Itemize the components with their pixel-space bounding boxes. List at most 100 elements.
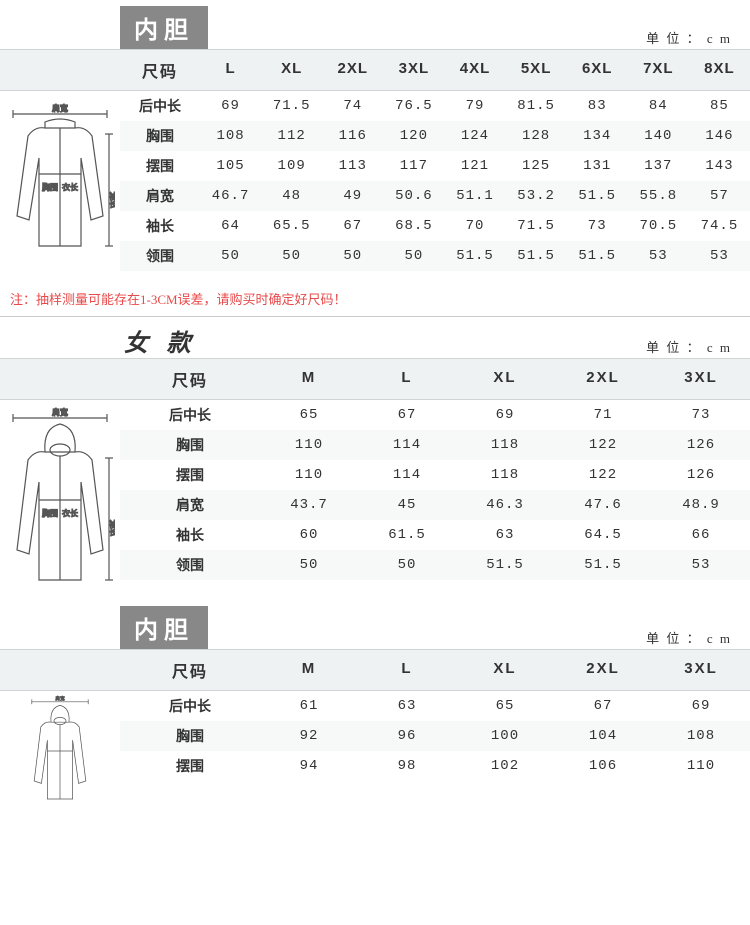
measure-value: 46.7 [200,188,261,204]
measure-value: 100 [456,728,554,744]
size-col: XL [261,54,322,86]
size-col: 3XL [652,654,750,686]
measure-value: 114 [358,437,456,453]
measure-value: 50 [260,557,358,573]
jacket-diagram-cell: 肩宽 胸围 衣长 袖长 [0,400,120,600]
unit-label: 单 位 ： c m [646,628,732,649]
measure-row: 胸围9296100104108 [120,721,750,751]
measure-value: 50 [383,248,444,264]
svg-text:衣长: 衣长 [62,182,78,192]
measure-value: 53 [689,248,750,264]
measure-value: 134 [567,128,628,144]
measure-block: 后中长6163656769胸围9296100104108摆围9498102106… [120,691,750,811]
measure-value: 106 [554,758,652,774]
measure-value: 124 [444,128,505,144]
measure-value: 126 [652,467,750,483]
measure-value: 61.5 [358,527,456,543]
measure-value: 51.5 [554,557,652,573]
title-bar: 内胆 单 位 ： c m [0,600,750,649]
size-col: L [200,54,261,86]
title-bar: 女 款 单 位 ： c m [0,317,750,358]
measure-value: 53 [628,248,689,264]
measure-value: 114 [358,467,456,483]
hooded-jacket-diagram-icon: 肩宽 [5,691,115,811]
measure-value: 69 [456,407,554,423]
measure-value: 53.2 [506,188,567,204]
measure-value: 50 [200,248,261,264]
measure-value: 67 [322,218,383,234]
title-bar: 内胆 单 位 ： c m [0,0,750,49]
size-header-label: 尺码 [120,363,260,395]
measure-value: 69 [200,98,261,114]
header-row: 尺码 M L XL 2XL 3XL [0,358,750,400]
measure-block: 后中长6567697173胸围110114118122126摆围11011411… [120,400,750,600]
measure-value: 74.5 [689,218,750,234]
measure-value: 117 [383,158,444,174]
unit-label: 单 位 ： c m [646,28,732,49]
measure-value: 122 [554,437,652,453]
measure-value: 69 [652,698,750,714]
measure-value: 53 [652,557,750,573]
section-title: 内胆 [120,606,208,649]
measure-value: 67 [554,698,652,714]
measure-row: 领围5050505051.551.551.55353 [120,241,750,271]
measure-value: 65 [260,407,358,423]
measure-value: 49 [322,188,383,204]
measure-value: 55.8 [628,188,689,204]
section-title: 内胆 [120,6,208,49]
measure-value: 96 [358,728,456,744]
measure-value: 143 [689,158,750,174]
measure-value: 45 [358,497,456,513]
svg-text:袖长: 袖长 [109,519,116,537]
size-col: M [260,654,358,686]
svg-text:胸围: 胸围 [42,508,58,518]
hooded-jacket-diagram-icon: 肩宽 胸围 衣长 袖长 [5,400,115,600]
header-row: 尺码 M L XL 2XL 3XL [0,649,750,691]
svg-text:袖长: 袖长 [109,191,116,209]
measure-value: 128 [506,128,567,144]
measure-value: 65 [456,698,554,714]
svg-text:肩宽: 肩宽 [52,103,68,113]
measure-value: 50 [261,248,322,264]
measure-row: 袖长6465.56768.57071.57370.574.5 [120,211,750,241]
measure-value: 120 [383,128,444,144]
measure-value: 74 [322,98,383,114]
measure-value: 43.7 [260,497,358,513]
measure-value: 48 [261,188,322,204]
measure-value: 94 [260,758,358,774]
measure-value: 105 [200,158,261,174]
svg-text:肩宽: 肩宽 [52,407,68,417]
measure-value: 146 [689,128,750,144]
measure-value: 51.5 [444,248,505,264]
measure-value: 102 [456,758,554,774]
measure-value: 121 [444,158,505,174]
svg-text:肩宽: 肩宽 [55,695,65,702]
measure-value: 51.5 [567,248,628,264]
measure-label: 后中长 [120,405,260,425]
measure-value: 125 [506,158,567,174]
size-col: 4XL [444,54,505,86]
size-table-3: 内胆 单 位 ： c m 尺码 M L XL 2XL 3XL 肩宽 [0,600,750,811]
measure-value: 122 [554,467,652,483]
measure-label: 袖长 [120,525,260,545]
svg-text:胸围: 胸围 [42,182,58,192]
measure-row: 胸围110114118122126 [120,430,750,460]
measure-value: 110 [260,437,358,453]
size-col: L [358,363,456,395]
measure-value: 70.5 [628,218,689,234]
measure-value: 60 [260,527,358,543]
measure-value: 71 [554,407,652,423]
measure-value: 51.5 [456,557,554,573]
measure-value: 108 [200,128,261,144]
size-header-label: 尺码 [120,54,200,86]
measure-label: 后中长 [120,696,260,716]
unit-label: 单 位 ： c m [646,337,732,358]
measure-value: 64 [200,218,261,234]
measure-value: 110 [652,758,750,774]
measure-value: 51.5 [506,248,567,264]
size-col: 8XL [689,54,750,86]
size-col: 3XL [383,54,444,86]
measure-value: 51.1 [444,188,505,204]
size-col: 6XL [567,54,628,86]
size-col: M [260,363,358,395]
